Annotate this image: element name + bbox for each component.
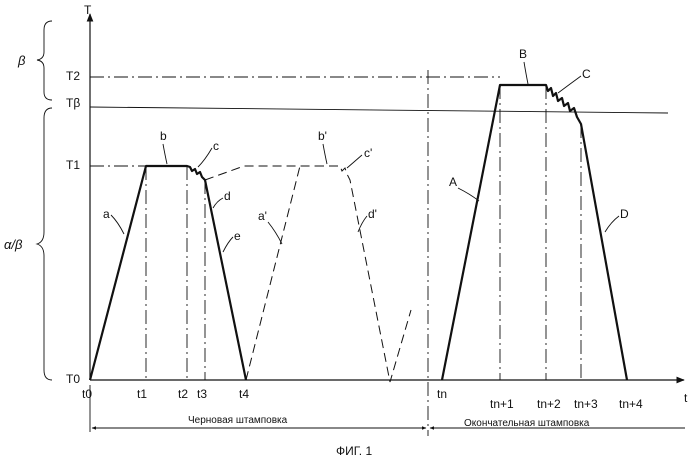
leader-B (524, 62, 528, 84)
label-c-prime: c' (364, 146, 372, 160)
label-b-prime: b' (318, 129, 327, 143)
tick-tn: tn (437, 387, 447, 401)
leader-D (605, 216, 619, 232)
alpha-beta-brace-label: α/β (4, 237, 23, 252)
label-B: B (519, 47, 527, 61)
figure-caption: ФИГ. 1 (336, 444, 372, 458)
x-axis-label: t (684, 391, 688, 405)
beta-brace (37, 21, 52, 100)
leader-C (558, 76, 581, 93)
label-D: D (620, 207, 629, 221)
label-C: C (582, 67, 591, 81)
final-stage-label: Окончательная штамповка (464, 418, 590, 429)
final-stamping-curve (442, 85, 627, 380)
leader-a (111, 215, 124, 234)
y-axis-label: T (84, 3, 92, 17)
tbeta-reference-line (90, 107, 668, 113)
tick-tn2: tn+2 (537, 397, 561, 411)
label-b: b (160, 129, 167, 143)
label-a: a (103, 207, 110, 221)
label-a-prime: a' (258, 209, 267, 223)
leader-d (213, 198, 223, 208)
tick-t4: t4 (239, 387, 249, 401)
leader-d-prime (358, 216, 367, 232)
leader-b-prime (323, 144, 327, 164)
tick-tn1: tn+1 (490, 397, 514, 411)
tick-t2: t2 (178, 387, 188, 401)
leader-c (198, 148, 212, 167)
label-e: e (234, 229, 241, 243)
label-c: c (213, 139, 219, 153)
tick-t0: t0 (82, 387, 92, 401)
leader-b (163, 144, 167, 164)
t1-label: T1 (66, 158, 80, 172)
leader-e (223, 237, 233, 252)
tick-tn4: tn+4 (619, 397, 643, 411)
label-A: A (449, 175, 457, 189)
label-d-prime: d' (368, 207, 377, 221)
dashed-cycle-curve (315, 166, 411, 382)
tbeta-label: Tβ (66, 96, 80, 110)
tick-tn3: tn+3 (574, 397, 598, 411)
leader-A (458, 188, 479, 201)
dashed-heating-a-prime (246, 166, 300, 380)
label-d: d (224, 189, 231, 203)
leader-a-prime (268, 222, 282, 244)
t0-label: T0 (66, 372, 80, 386)
tick-t1: t1 (137, 387, 147, 401)
leader-c-prime (347, 155, 362, 168)
tick-t3: t3 (197, 387, 207, 401)
beta-brace-label: β (17, 53, 26, 68)
t2-label: T2 (66, 69, 80, 83)
rough-stage-label: Черновая штамповка (188, 415, 288, 426)
alpha-beta-brace (37, 108, 52, 380)
